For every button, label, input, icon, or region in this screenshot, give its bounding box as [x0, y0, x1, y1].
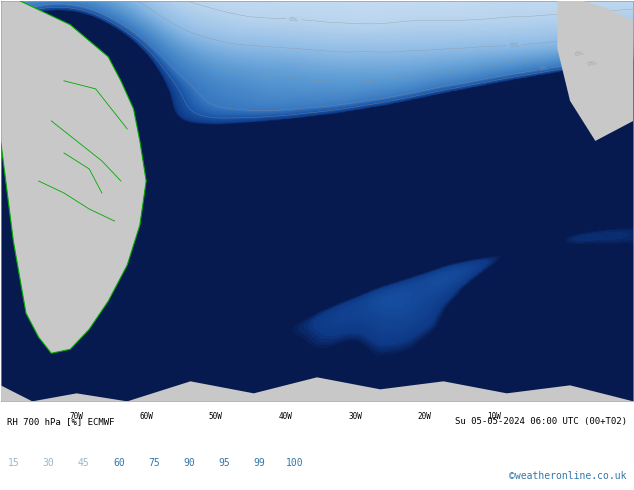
- Text: 60: 60: [113, 458, 125, 468]
- Text: ©weatheronline.co.uk: ©weatheronline.co.uk: [510, 470, 627, 481]
- Text: 15: 15: [8, 458, 19, 468]
- Text: 0%: 0%: [574, 50, 585, 57]
- Text: 40W: 40W: [278, 412, 292, 421]
- Text: 99: 99: [254, 458, 265, 468]
- Text: 90: 90: [183, 458, 195, 468]
- Text: Su 05-05-2024 06:00 UTC (00+T02): Su 05-05-2024 06:00 UTC (00+T02): [455, 417, 627, 426]
- Text: 95: 95: [218, 458, 230, 468]
- Text: 10W: 10W: [487, 412, 501, 421]
- Text: 0%: 0%: [289, 17, 299, 22]
- Text: 0%: 0%: [539, 66, 549, 73]
- Text: 75: 75: [148, 458, 160, 468]
- Text: 30: 30: [42, 458, 55, 468]
- Text: 100: 100: [286, 458, 303, 468]
- Text: RH 700 hPa [%] ECMWF: RH 700 hPa [%] ECMWF: [7, 417, 115, 426]
- Text: 0%: 0%: [509, 42, 519, 48]
- Text: 60W: 60W: [139, 412, 153, 421]
- Text: 50W: 50W: [209, 412, 223, 421]
- Text: 70W: 70W: [70, 412, 84, 421]
- Text: 20W: 20W: [418, 412, 432, 421]
- Text: 0%: 0%: [587, 61, 597, 68]
- Text: 30W: 30W: [348, 412, 362, 421]
- Text: 45: 45: [78, 458, 89, 468]
